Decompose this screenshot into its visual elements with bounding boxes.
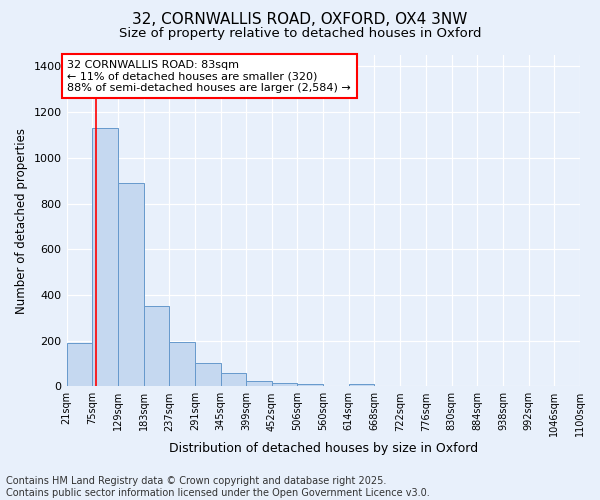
Text: Contains HM Land Registry data © Crown copyright and database right 2025.
Contai: Contains HM Land Registry data © Crown c… <box>6 476 430 498</box>
Bar <box>67 343 92 386</box>
Text: Size of property relative to detached houses in Oxford: Size of property relative to detached ho… <box>119 28 481 40</box>
Bar <box>298 384 323 386</box>
Bar <box>169 342 195 386</box>
Bar <box>349 384 374 386</box>
Text: 32, CORNWALLIS ROAD, OXFORD, OX4 3NW: 32, CORNWALLIS ROAD, OXFORD, OX4 3NW <box>133 12 467 28</box>
Bar <box>195 364 221 386</box>
Bar <box>221 372 247 386</box>
Y-axis label: Number of detached properties: Number of detached properties <box>15 128 28 314</box>
Bar <box>118 183 143 386</box>
Bar <box>143 306 169 386</box>
X-axis label: Distribution of detached houses by size in Oxford: Distribution of detached houses by size … <box>169 442 478 455</box>
Text: 32 CORNWALLIS ROAD: 83sqm
← 11% of detached houses are smaller (320)
88% of semi: 32 CORNWALLIS ROAD: 83sqm ← 11% of detac… <box>67 60 351 93</box>
Bar <box>247 380 272 386</box>
Bar <box>92 128 118 386</box>
Bar <box>272 383 298 386</box>
